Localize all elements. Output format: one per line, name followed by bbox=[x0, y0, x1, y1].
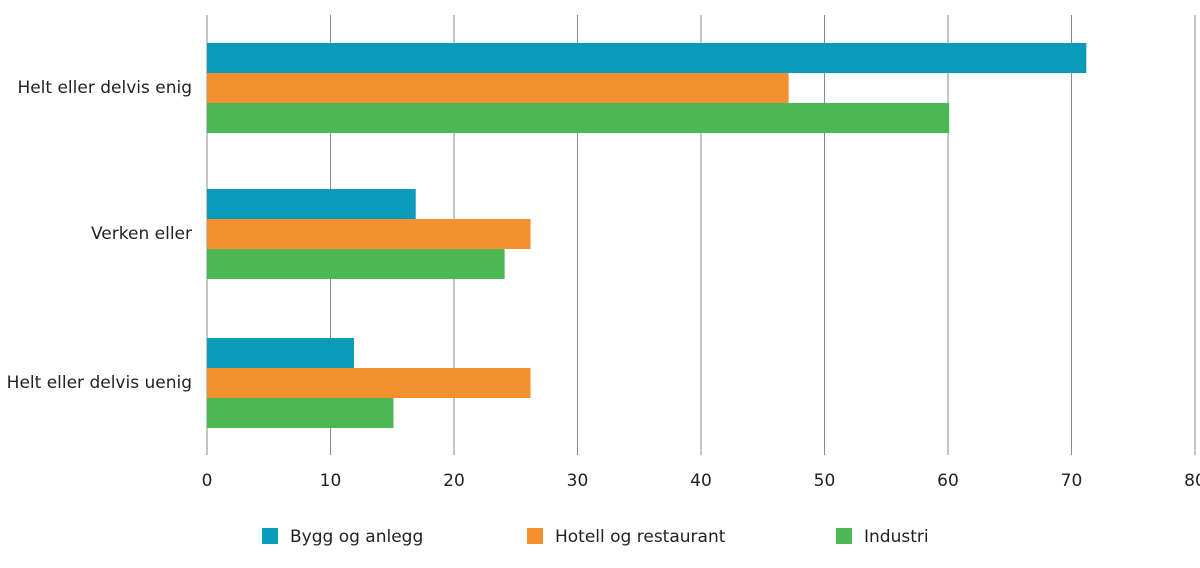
x-tick-label: 10 bbox=[320, 471, 342, 491]
y-tick-label: Verken eller bbox=[91, 224, 192, 244]
bar bbox=[207, 398, 394, 428]
bar bbox=[207, 103, 950, 133]
bar bbox=[207, 43, 1087, 73]
bar bbox=[207, 249, 505, 279]
legend-swatch bbox=[262, 528, 278, 544]
x-tick-label: 60 bbox=[937, 471, 959, 491]
bar bbox=[207, 219, 531, 249]
x-tick-label: 30 bbox=[567, 471, 589, 491]
x-tick-label: 40 bbox=[690, 471, 712, 491]
y-tick-label: Helt eller delvis uenig bbox=[7, 373, 192, 393]
bar bbox=[207, 73, 789, 103]
x-tick-label: 20 bbox=[443, 471, 465, 491]
legend-label: Bygg og anlegg bbox=[290, 527, 423, 547]
bar bbox=[207, 368, 531, 398]
legend-label: Industri bbox=[864, 527, 929, 547]
bar bbox=[207, 189, 416, 219]
legend-swatch bbox=[836, 528, 852, 544]
legend-swatch bbox=[527, 528, 543, 544]
x-tick-label: 70 bbox=[1061, 471, 1083, 491]
y-tick-label: Helt eller delvis enig bbox=[17, 78, 192, 98]
legend-label: Hotell og restaurant bbox=[555, 527, 726, 547]
bar bbox=[207, 338, 354, 368]
x-tick-label: 0 bbox=[202, 471, 213, 491]
x-tick-label: 80 bbox=[1184, 471, 1200, 491]
x-tick-label: 50 bbox=[814, 471, 836, 491]
